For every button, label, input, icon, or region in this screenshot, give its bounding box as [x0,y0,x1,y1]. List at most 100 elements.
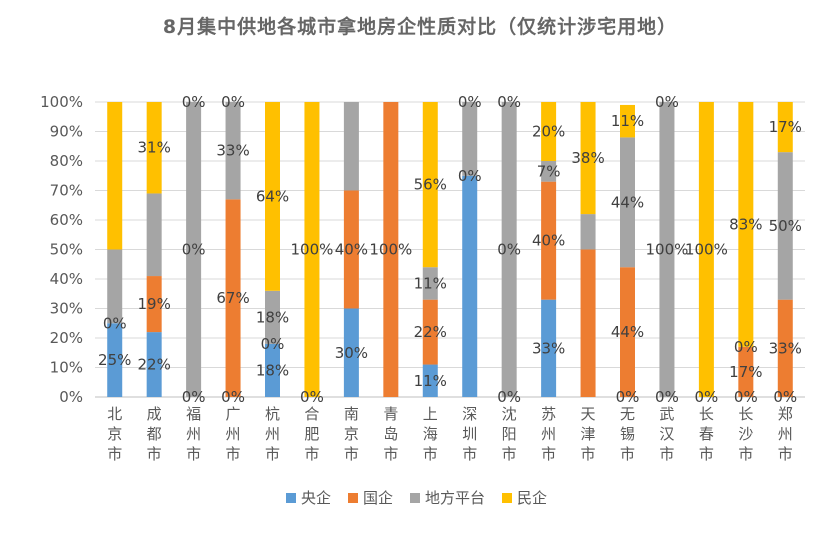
data-label: 67% [216,289,249,307]
bar-segment [620,267,635,397]
data-label: 0% [182,241,206,259]
bar-segment [422,299,438,365]
bar-segment [501,102,517,397]
data-label: 0% [182,93,206,111]
bar-segment [698,102,714,397]
x-tick-label: 福州市 [186,405,201,463]
x-tick-label: 合肥市 [304,405,319,463]
data-label: 40% [335,241,368,259]
bar-segment [541,299,557,397]
bar-segment [659,102,675,397]
x-tick-label: 南京市 [344,405,359,463]
data-labels: 25% 0% 22% 19% 31% 0% 0% 0% 0% 67% 33% 0% 18% 0% 18% 64… [98,93,802,406]
bar-segment [580,249,596,397]
y-tick-label: 20% [50,329,83,347]
bar-segment [422,364,438,397]
bar-segment [107,102,123,250]
data-label: 0% [616,388,640,406]
y-tick-label: 70% [50,182,83,200]
data-label: 0% [458,167,482,185]
x-tick-label: 天津市 [581,405,596,463]
data-label: 0% [221,93,245,111]
bar-segment [738,102,754,347]
bar-segment [462,102,478,176]
bar-segment [146,102,162,194]
y-tick-label: 90% [50,123,83,141]
data-label: 17% [769,118,802,136]
y-axis: 0% 10% 20% 30% 40% 50% 60% 70% 80% 90% 100% [40,93,83,406]
data-label: 17% [729,363,762,381]
y-tick-label: 0% [59,388,83,406]
bar-segment [580,214,596,250]
x-tick-label: 长春市 [699,405,714,463]
data-label: 22% [414,323,447,341]
data-label: 40% [532,232,565,250]
bar-segment [541,181,557,300]
x-tick-label: 无锡市 [620,405,635,463]
x-tick-label: 上海市 [423,405,438,463]
bar-segment [777,299,793,397]
bar-segment [186,102,202,397]
data-label: 11% [414,274,447,292]
bar-segment [777,102,793,153]
bar-segment [620,104,635,138]
bar-segment [343,190,359,309]
data-label: 33% [216,142,249,160]
bar-segment [265,343,280,397]
x-tick-label: 青岛市 [383,405,398,463]
bar-segment [146,276,162,333]
bar-segment [146,332,162,397]
y-tick-label: 30% [50,300,83,318]
data-label: 11% [414,372,447,390]
y-tick-label: 80% [50,152,83,170]
x-tick-label: 杭州市 [265,405,280,463]
data-label: 19% [137,295,170,313]
x-tick-label: 苏州市 [541,405,556,463]
x-tick-label: 沈阳市 [502,405,517,463]
data-label: 25% [98,351,131,369]
data-label: 100% [645,241,688,259]
data-label: 0% [458,93,482,111]
bars [107,102,793,397]
bar-segment [107,249,123,324]
x-tick-label: 北京市 [107,405,122,463]
bar-segment [580,102,596,215]
bar-segment [225,102,241,200]
legend-swatch [286,493,296,503]
bar-segment [107,323,123,397]
legend-label: 央企 [301,489,331,507]
bar-segment [422,267,438,300]
legend-label: 国企 [363,489,393,507]
data-label: 0% [734,388,758,406]
data-label: 33% [769,339,802,357]
data-label: 20% [532,123,565,141]
x-tick-label: 深圳市 [462,405,477,463]
data-label: 0% [497,93,521,111]
data-label: 100% [685,241,728,259]
bar-segment [304,102,320,397]
data-label: 64% [256,187,289,205]
data-label: 0% [734,338,758,356]
x-axis: 北京市 成都市 福州市 广州市 杭州市 合肥市 南京市 青岛市 上海市 深圳市 沈阳市 苏州市 天津市 无… [107,405,793,463]
bar-segment [265,102,280,291]
bar-segment [620,137,635,268]
bar-segment [462,175,478,397]
legend-label: 民企 [517,489,547,507]
data-label: 7% [537,162,561,180]
data-label: 38% [571,149,604,167]
data-label: 33% [532,339,565,357]
x-tick-label: 成都市 [147,405,162,463]
data-label: 44% [611,323,644,341]
bar-segment [265,290,280,344]
bar-segment [738,346,754,397]
bar-segment [146,193,162,277]
data-label: 0% [497,388,521,406]
legend-swatch [410,493,420,503]
x-tick-label: 长沙市 [738,405,753,463]
data-label: 50% [769,217,802,235]
data-label: 0% [497,241,521,259]
x-tick-label: 武汉市 [659,405,674,463]
data-label: 0% [103,314,127,332]
bar-segment [541,102,557,161]
